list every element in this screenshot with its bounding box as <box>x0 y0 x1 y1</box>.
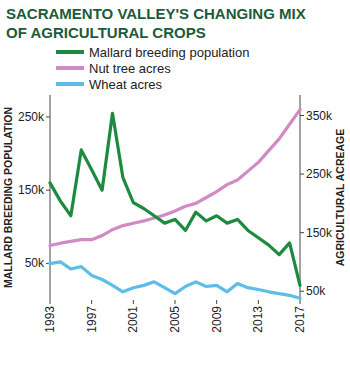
y2-axis-line <box>300 95 301 300</box>
y-tick <box>46 116 50 117</box>
y-tick <box>46 190 50 191</box>
x-tick-label: 2005 <box>168 306 182 333</box>
legend-swatch <box>56 50 84 54</box>
x-tick <box>91 300 92 304</box>
series-line <box>50 110 300 246</box>
y2-tick <box>300 174 304 175</box>
legend-swatch <box>56 82 84 86</box>
x-tick-label: 2013 <box>251 306 265 333</box>
y2-tick <box>300 232 304 233</box>
y2-tick-label: 50k <box>306 284 326 298</box>
x-tick <box>50 300 51 304</box>
y2-tick-label: 350k <box>306 109 333 123</box>
y2-tick-label: 250k <box>306 167 333 181</box>
y-axis-title: MALLARD BREEDING POPULATION <box>2 107 14 288</box>
x-tick-label: 1997 <box>85 306 99 333</box>
x-tick <box>300 300 301 304</box>
chart: 50k 150k 250k 50k 150k 250k 350k 1993 1997 2001 20… <box>0 0 350 366</box>
series-line <box>50 113 300 285</box>
legend-swatch <box>56 66 84 70</box>
x-tick <box>175 300 176 304</box>
legend: Mallard breeding populationNut tree acre… <box>56 45 249 92</box>
y-tick-label: 150k <box>18 183 45 197</box>
y-tick-label: 50k <box>25 256 45 270</box>
x-tick <box>133 300 134 304</box>
y2-tick <box>300 291 304 292</box>
x-tick <box>216 300 217 304</box>
x-tick-label: 2017 <box>293 306 307 333</box>
y-axis-line <box>50 95 51 300</box>
x-tick-label: 2001 <box>126 306 140 333</box>
x-tick-label: 2009 <box>210 306 224 333</box>
legend-label: Mallard breeding population <box>89 45 249 60</box>
y2-axis-title: AGRICULTURAL ACREAGE <box>334 129 346 266</box>
legend-label: Nut tree acres <box>89 61 171 76</box>
plot-area <box>50 110 300 299</box>
x-tick-label: 1993 <box>43 306 57 333</box>
legend-label: Wheat acres <box>89 77 162 92</box>
title: SACRAMENTO VALLEY'S CHANGING MIX OF AGRI… <box>6 4 321 42</box>
series-line <box>50 262 300 298</box>
y2-tick-label: 150k <box>306 226 333 240</box>
y2-tick <box>300 115 304 116</box>
y-tick-label: 250k <box>18 110 45 124</box>
x-tick <box>258 300 259 304</box>
